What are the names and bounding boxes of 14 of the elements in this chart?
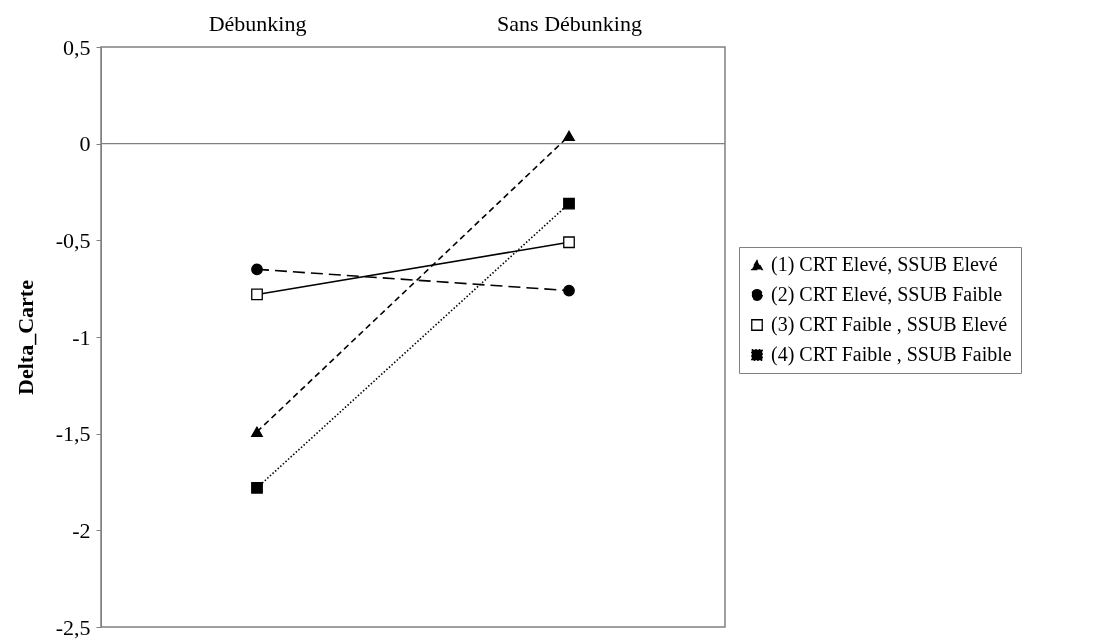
y-axis-title: Delta_Carte	[12, 279, 38, 395]
x-tick-label: Débunking	[208, 10, 307, 36]
legend-label: (1) CRT Elevé, SSUB Elevé	[771, 253, 998, 276]
y-tick-label: -1	[72, 324, 91, 350]
y-tick-label: 0,5	[63, 34, 91, 60]
y-tick-label: -2,5	[55, 614, 91, 640]
legend-label: (4) CRT Faible , SSUB Faible	[771, 343, 1012, 366]
legend-label: (2) CRT Elevé, SSUB Faible	[771, 283, 1003, 306]
x-tick-label: Sans Débunking	[497, 10, 642, 36]
y-tick-label: 0	[79, 131, 91, 157]
y-tick-label: -2	[72, 517, 91, 543]
y-tick-label: -0,5	[55, 227, 91, 253]
y-tick-label: -1,5	[55, 421, 91, 447]
legend-label: (3) CRT Faible , SSUB Elevé	[771, 313, 1008, 336]
